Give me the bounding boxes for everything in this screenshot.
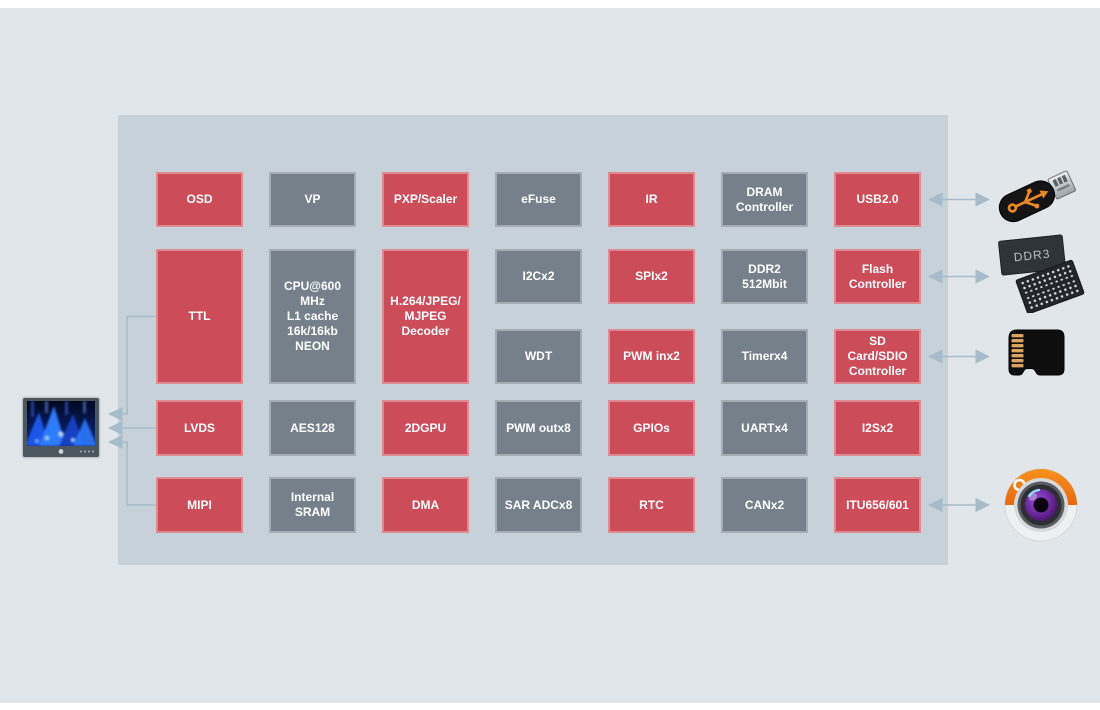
block-label-line: Controller	[735, 199, 794, 214]
block-itu656-601: ITU656/601	[834, 477, 921, 533]
block-flash-controller: Flash Controller	[834, 249, 921, 304]
block-label-line: eFuse	[521, 192, 556, 206]
block-label-line: TTL	[188, 309, 211, 323]
usb-flash-drive-icon	[998, 170, 1077, 223]
block-label-line: H.264/JPEG/	[390, 294, 461, 308]
block-pxp-scaler: PXP/Scaler	[382, 172, 469, 227]
block-pwm-inx2: PWM inx2	[608, 329, 695, 384]
block-i2cx2: I2Cx2	[495, 249, 582, 304]
block-ddr2-512mbit: DDR2 512Mbit	[721, 249, 808, 304]
block-label-line: Controller	[848, 276, 907, 291]
block-label-line: IR	[645, 192, 658, 206]
block-spix2: SPIx2	[608, 249, 695, 304]
block-label-line: UARTx4	[741, 420, 788, 435]
block-label-line: DRAM	[746, 184, 783, 199]
camera-icon	[1004, 468, 1078, 542]
block-label-line: AES128	[290, 420, 335, 435]
block-label-line: Card/SDIO	[847, 349, 908, 363]
block-label-line: Internal	[290, 490, 335, 504]
block-i2sx2: I2Sx2	[834, 400, 921, 456]
block-label-line: 512Mbit	[742, 276, 787, 291]
block-label-line: SPIx2	[635, 269, 668, 283]
block-efuse: eFuse	[495, 172, 582, 227]
block-ttl: TTL	[156, 249, 243, 384]
block-label-line: VP	[304, 192, 321, 206]
block-label-line: I2Cx2	[522, 269, 555, 283]
block-label-line: NEON	[295, 339, 330, 353]
block-cpu: CPU@600 MHz L1 cache 16k/16kb NEON	[269, 249, 356, 384]
display-monitor-icon	[21, 396, 101, 459]
block-label-line: WDT	[524, 349, 553, 363]
block-label-line: Decoder	[401, 324, 450, 338]
block-label-line: 2DGPU	[404, 420, 447, 435]
block-label-line: DMA	[411, 497, 440, 512]
block-label-line: Flash	[861, 261, 894, 276]
block-aes128: AES128	[269, 400, 356, 456]
block-vp: VP	[269, 172, 356, 227]
block-osd: OSD	[156, 172, 243, 227]
block-pwm-outx8: PWM outx8	[495, 400, 582, 456]
block-h264-mjpeg-decoder: H.264/JPEG/MJPEG Decoder	[382, 249, 469, 384]
block-sd-sdio-controller: SD Card/SDIO Controller	[834, 329, 921, 384]
block-dma: DMA	[382, 477, 469, 533]
micro-sd-card-icon	[1008, 329, 1065, 376]
block-label-line: MIPI	[187, 497, 212, 512]
ddr3-memory-icon: DDR3	[998, 234, 1085, 313]
block-lvds: LVDS	[156, 400, 243, 456]
block-label-line: CANx2	[744, 497, 785, 512]
block-internal-sram: Internal SRAM	[269, 477, 356, 533]
block-label-line: L1 cache	[286, 309, 339, 323]
block-label-line: DDR2	[748, 261, 781, 276]
block-usb2: USB2.0	[834, 172, 921, 227]
block-2dgpu: 2DGPU	[382, 400, 469, 456]
block-label-line: USB2.0	[856, 192, 899, 206]
block-label-line: RTC	[639, 497, 664, 512]
block-label-line: SAR ADCx8	[504, 497, 573, 512]
block-label-line: PXP/Scaler	[393, 192, 458, 206]
block-label-line: PWM inx2	[623, 349, 680, 363]
block-label-line: Timerx4	[741, 349, 788, 363]
block-label-line: MJPEG	[404, 309, 447, 323]
block-gpios: GPIOs	[608, 400, 695, 456]
block-canx2: CANx2	[721, 477, 808, 533]
ddr3-chip-label: DDR3	[1013, 247, 1051, 265]
block-label-line: PWM outx8	[506, 420, 571, 435]
block-label-line: CPU@600	[283, 279, 342, 293]
block-label-line: ITU656/601	[846, 497, 909, 512]
block-label-line: LVDS	[183, 420, 216, 435]
block-timerx4: Timerx4	[721, 329, 808, 384]
block-uartx4: UARTx4	[721, 400, 808, 456]
block-ir: IR	[608, 172, 695, 227]
block-label-line: MHz	[300, 294, 325, 308]
block-label-line: GPIOs	[633, 420, 670, 435]
block-mipi: MIPI	[156, 477, 243, 533]
block-label-line: SD	[869, 334, 886, 348]
block-wdt: WDT	[495, 329, 582, 384]
block-label-line: 16k/16kb	[287, 324, 338, 338]
block-rtc: RTC	[608, 477, 695, 533]
block-label-line: SRAM	[294, 505, 331, 519]
block-label-line: OSD	[186, 192, 213, 206]
block-label-line: Controller	[848, 364, 907, 378]
block-sar-adcx8: SAR ADCx8	[495, 477, 582, 533]
block-dram-controller: DRAM Controller	[721, 172, 808, 227]
block-label-line: I2Sx2	[861, 420, 894, 435]
